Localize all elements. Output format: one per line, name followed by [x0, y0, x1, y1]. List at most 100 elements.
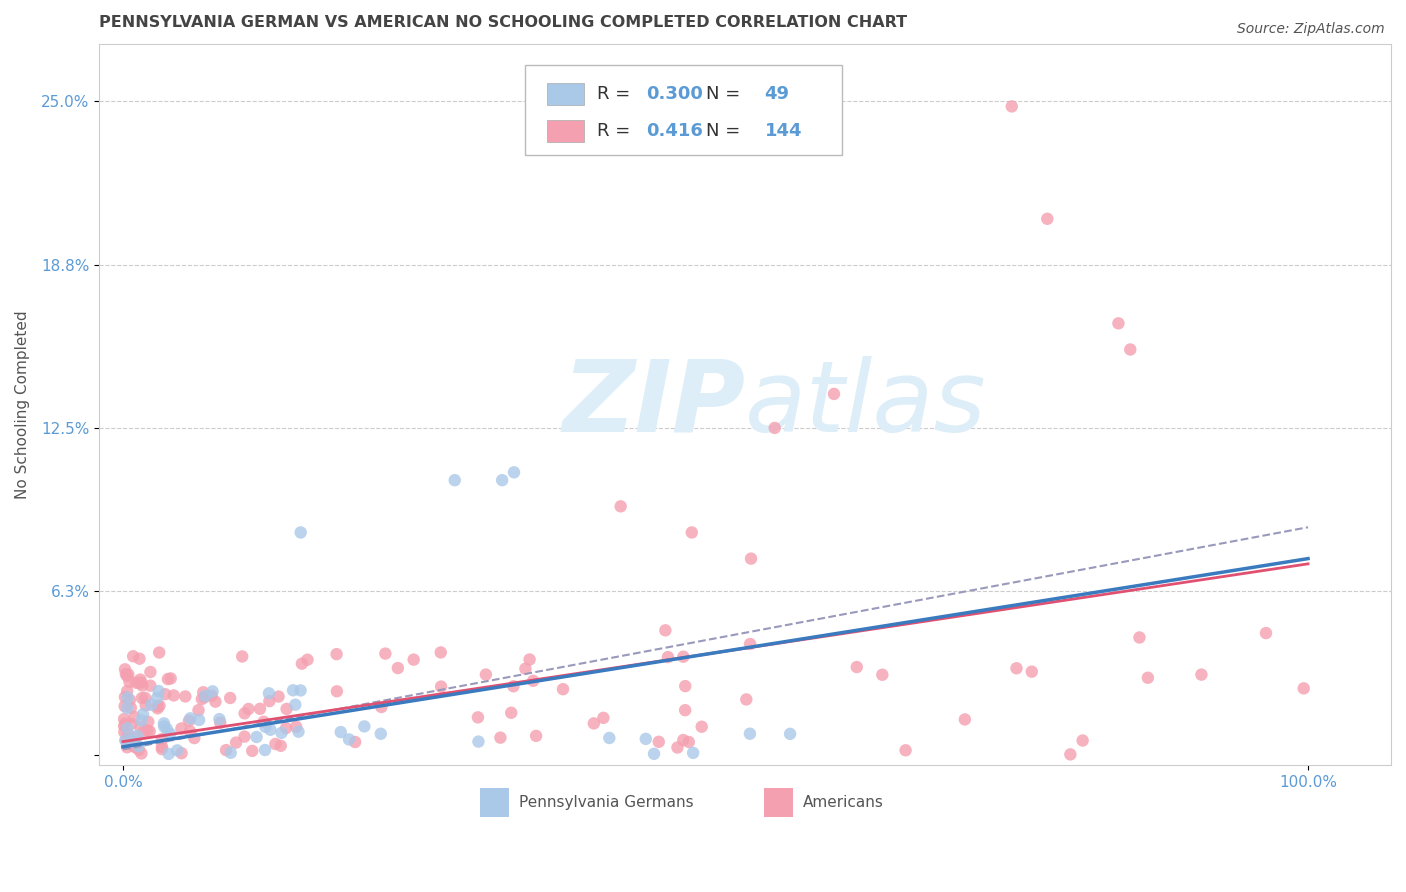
Point	[127, 739, 149, 754]
Point	[127, 729, 149, 743]
Text: 49: 49	[765, 85, 790, 103]
Point	[150, 742, 173, 756]
Point	[267, 690, 290, 704]
Point	[501, 706, 523, 720]
Point	[159, 726, 181, 740]
Point	[524, 729, 547, 743]
Point	[253, 743, 276, 757]
Point	[118, 674, 141, 689]
Point	[738, 727, 761, 741]
Point	[337, 732, 360, 747]
Point	[264, 737, 287, 751]
Point	[183, 731, 205, 745]
Point	[219, 690, 242, 705]
Point	[287, 724, 309, 739]
Point	[148, 684, 170, 698]
Point	[146, 701, 169, 715]
FancyBboxPatch shape	[526, 65, 842, 155]
Point	[193, 685, 215, 699]
Point	[387, 661, 409, 675]
Point	[114, 733, 136, 747]
Point	[146, 699, 169, 714]
Point	[115, 669, 138, 683]
Point	[253, 714, 276, 729]
Point	[177, 714, 200, 728]
Point	[353, 719, 375, 733]
Point	[1128, 631, 1150, 645]
Point	[139, 665, 162, 679]
Point	[503, 466, 526, 480]
Point	[281, 683, 304, 698]
Point	[672, 733, 695, 747]
Point	[170, 746, 193, 760]
Point	[270, 726, 292, 740]
Point	[125, 675, 148, 690]
Point	[219, 746, 242, 760]
Point	[115, 740, 138, 755]
Point	[845, 660, 868, 674]
Text: 0.300: 0.300	[645, 85, 703, 103]
Point	[174, 690, 197, 704]
Point	[467, 710, 489, 724]
Point	[131, 714, 153, 728]
Point	[259, 723, 281, 737]
Point	[290, 683, 312, 698]
Point	[284, 698, 307, 712]
Point	[150, 739, 173, 754]
Point	[1254, 626, 1277, 640]
Point	[139, 724, 162, 739]
Point	[779, 727, 801, 741]
Point	[215, 743, 238, 757]
Text: R =: R =	[596, 85, 636, 103]
Point	[1136, 671, 1159, 685]
Point	[117, 722, 139, 736]
Point	[115, 701, 138, 715]
Point	[114, 662, 136, 676]
Point	[522, 673, 544, 688]
Point	[117, 667, 139, 681]
Point	[129, 675, 152, 690]
Text: N =: N =	[706, 85, 747, 103]
Point	[325, 647, 347, 661]
Point	[374, 647, 396, 661]
Point	[157, 747, 180, 761]
Point	[163, 689, 186, 703]
Point	[643, 747, 665, 761]
Text: atlas: atlas	[745, 356, 987, 453]
Point	[598, 731, 620, 745]
Point	[329, 725, 352, 739]
Point	[122, 739, 145, 754]
Point	[682, 746, 704, 760]
Point	[1005, 661, 1028, 675]
Point	[735, 692, 758, 706]
Point	[1119, 343, 1142, 357]
Text: 144: 144	[765, 122, 801, 140]
Point	[467, 734, 489, 748]
Point	[131, 691, 153, 706]
Bar	[547, 83, 583, 104]
Point	[740, 551, 762, 566]
Text: ZIP: ZIP	[562, 356, 745, 453]
Point	[657, 650, 679, 665]
Bar	[547, 120, 583, 142]
Point	[120, 733, 142, 747]
Point	[117, 727, 139, 741]
Point	[136, 723, 159, 738]
Point	[132, 707, 155, 722]
Point	[344, 735, 367, 749]
Point	[666, 740, 689, 755]
Point	[136, 714, 159, 729]
Point	[673, 679, 696, 693]
Point	[115, 667, 138, 681]
Point	[1107, 317, 1129, 331]
Point	[201, 684, 224, 698]
Point	[201, 689, 224, 703]
Point	[502, 679, 524, 693]
Point	[648, 735, 671, 749]
Point	[233, 706, 256, 721]
Point	[131, 679, 153, 693]
Point	[1071, 733, 1094, 747]
Point	[135, 698, 157, 713]
Point	[225, 736, 247, 750]
Point	[146, 690, 169, 705]
